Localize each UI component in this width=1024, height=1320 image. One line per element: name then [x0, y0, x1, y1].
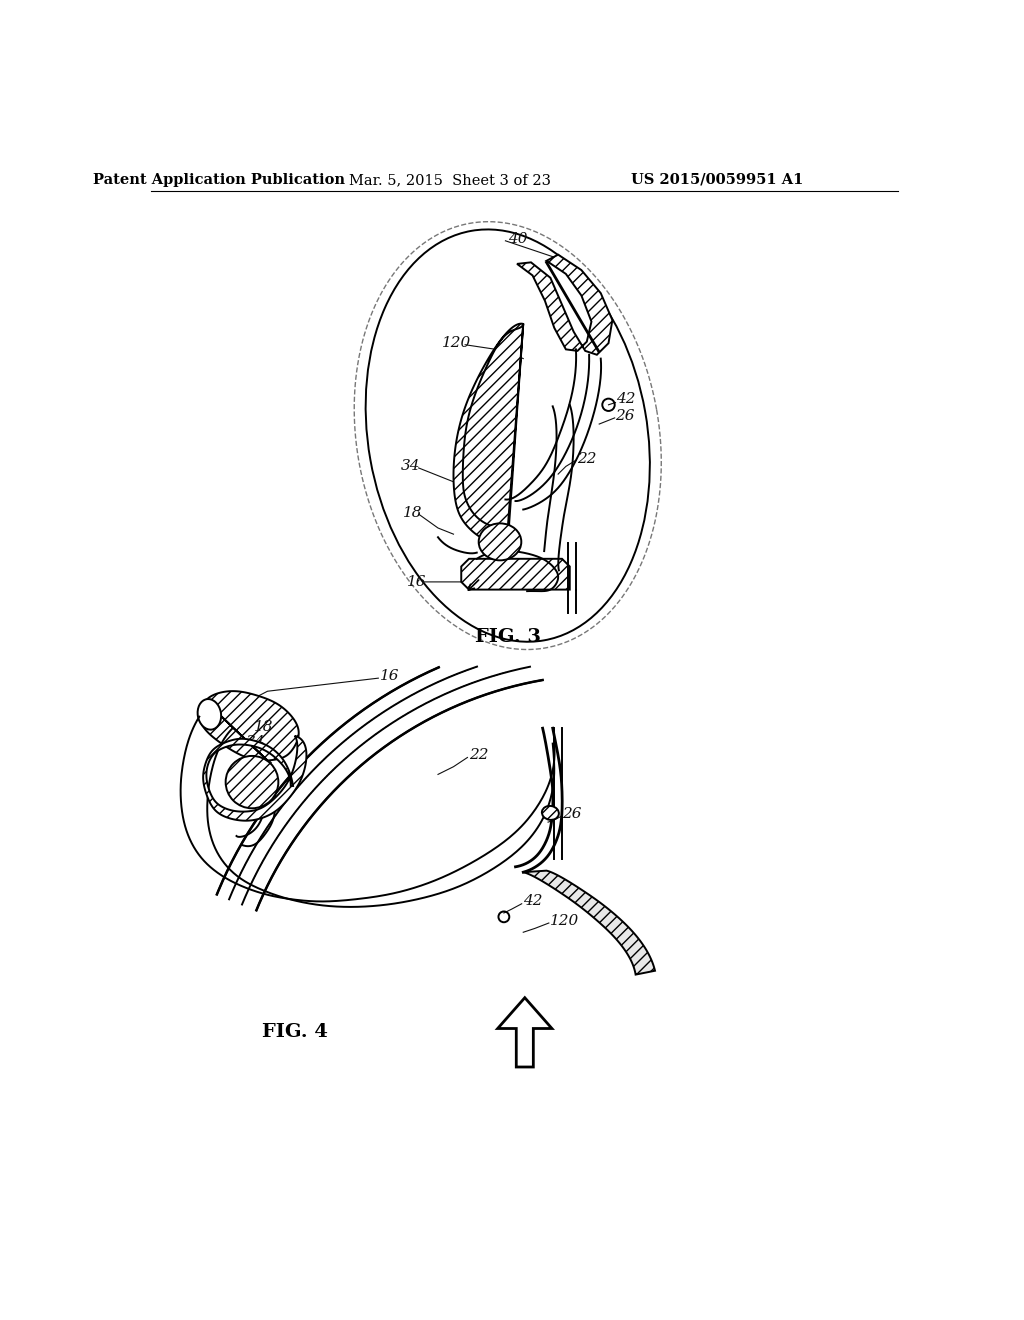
- Ellipse shape: [225, 756, 279, 808]
- Text: 16: 16: [380, 669, 399, 682]
- Polygon shape: [523, 871, 655, 974]
- Text: US 2015/0059951 A1: US 2015/0059951 A1: [631, 173, 803, 187]
- Text: 42: 42: [523, 895, 543, 908]
- Text: 26: 26: [562, 808, 582, 821]
- Text: 34: 34: [246, 735, 265, 748]
- Text: FIG. 4: FIG. 4: [262, 1023, 328, 1041]
- Ellipse shape: [366, 230, 650, 642]
- Ellipse shape: [478, 524, 521, 561]
- Ellipse shape: [542, 807, 559, 820]
- Ellipse shape: [198, 700, 221, 730]
- Polygon shape: [203, 737, 306, 821]
- Text: 18: 18: [254, 719, 273, 734]
- Polygon shape: [517, 255, 612, 355]
- Polygon shape: [454, 323, 523, 544]
- Text: 120: 120: [442, 337, 471, 350]
- Text: 34: 34: [400, 459, 420, 474]
- Text: 40: 40: [508, 232, 527, 247]
- Text: 16: 16: [407, 576, 427, 589]
- Text: Mar. 5, 2015  Sheet 3 of 23: Mar. 5, 2015 Sheet 3 of 23: [348, 173, 551, 187]
- Text: FIG. 3: FIG. 3: [475, 628, 541, 647]
- Text: 22: 22: [469, 748, 488, 762]
- Polygon shape: [461, 558, 569, 590]
- Text: 26: 26: [614, 409, 634, 424]
- Text: Patent Application Publication: Patent Application Publication: [93, 173, 345, 187]
- Text: 22: 22: [578, 451, 597, 466]
- Text: 42: 42: [616, 392, 636, 405]
- Polygon shape: [498, 998, 552, 1067]
- Text: 18: 18: [403, 506, 423, 520]
- Polygon shape: [200, 692, 299, 760]
- Text: 120: 120: [550, 913, 580, 928]
